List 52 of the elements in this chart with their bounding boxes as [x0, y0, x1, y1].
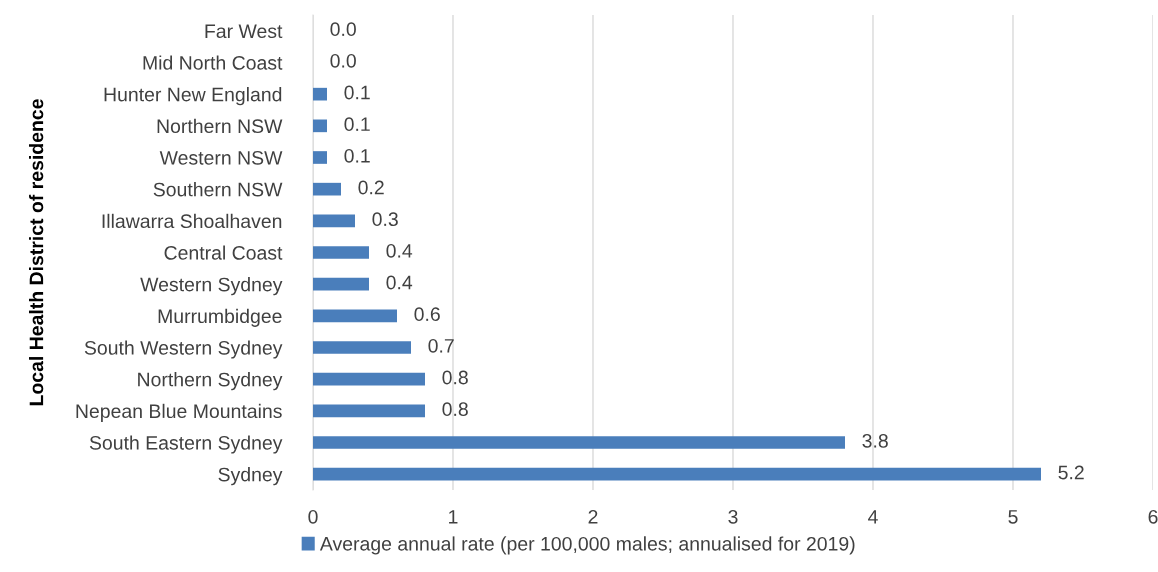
y-tick-label: Hunter New England	[104, 87, 282, 106]
y-tick-label: Far West	[205, 24, 283, 39]
data-label: 0.8	[442, 370, 468, 385]
bar	[313, 214, 355, 228]
bar	[313, 309, 397, 323]
data-label: 0.1	[344, 148, 370, 163]
bar	[313, 436, 845, 449]
bar	[313, 151, 327, 164]
y-tick-label: Illawarra Shoalhaven	[102, 213, 282, 229]
x-tick-label: 6	[1148, 509, 1158, 524]
x-tick-label: 4	[868, 510, 878, 524]
x-tick-label: 0	[308, 509, 318, 524]
bar	[313, 372, 425, 386]
x-tick-label: 2	[588, 509, 598, 524]
x-tick-label: 1	[449, 510, 458, 524]
y-tick-label: Mid North Coast	[143, 55, 283, 70]
x-tick-label: 3	[728, 509, 738, 524]
data-label: 0.4	[386, 243, 413, 258]
data-label: 0.1	[344, 85, 370, 100]
data-label: 0.3	[372, 212, 398, 227]
bar	[313, 246, 369, 259]
y-tick-label: South Western Sydney	[84, 340, 283, 359]
y-tick-label: Murrumbidgee	[158, 308, 282, 327]
y-tick-label: Western NSW	[159, 150, 283, 165]
data-label: 0.6	[414, 307, 440, 322]
data-label: 0.0	[330, 22, 356, 37]
y-tick-label: Western Sydney	[140, 277, 283, 296]
y-tick-label: Nepean Blue Mountains	[76, 403, 282, 422]
bar	[313, 182, 341, 196]
data-label: 0.7	[428, 338, 454, 353]
legend-label: Average annual rate (per 100,000 males; annualised for 2019)	[319, 536, 855, 555]
y-tick-label: Central Coast	[164, 245, 283, 260]
data-label: 0.4	[386, 275, 413, 290]
bar	[313, 277, 369, 291]
data-label: 0.1	[344, 117, 370, 132]
bar	[313, 119, 327, 133]
data-label: 3.8	[862, 433, 888, 448]
y-tick-label: Southern NSW	[153, 182, 283, 197]
bar	[313, 341, 411, 354]
bar	[313, 467, 1041, 481]
x-tick-label: 5	[1008, 510, 1018, 524]
bar	[313, 87, 327, 101]
data-label: 0.8	[442, 402, 468, 417]
y-tick-label: Northern NSW	[157, 118, 283, 134]
y-axis-title: Local Health District of residence	[29, 99, 44, 406]
y-tick-label: South Eastern Sydney	[89, 435, 283, 454]
data-label: 0.0	[330, 53, 356, 68]
data-label: 5.2	[1058, 465, 1084, 480]
data-label: 0.2	[358, 180, 384, 195]
bar	[313, 404, 425, 418]
y-tick-label: Northern Sydney	[138, 372, 283, 391]
y-tick-label: Sydney	[218, 467, 283, 486]
